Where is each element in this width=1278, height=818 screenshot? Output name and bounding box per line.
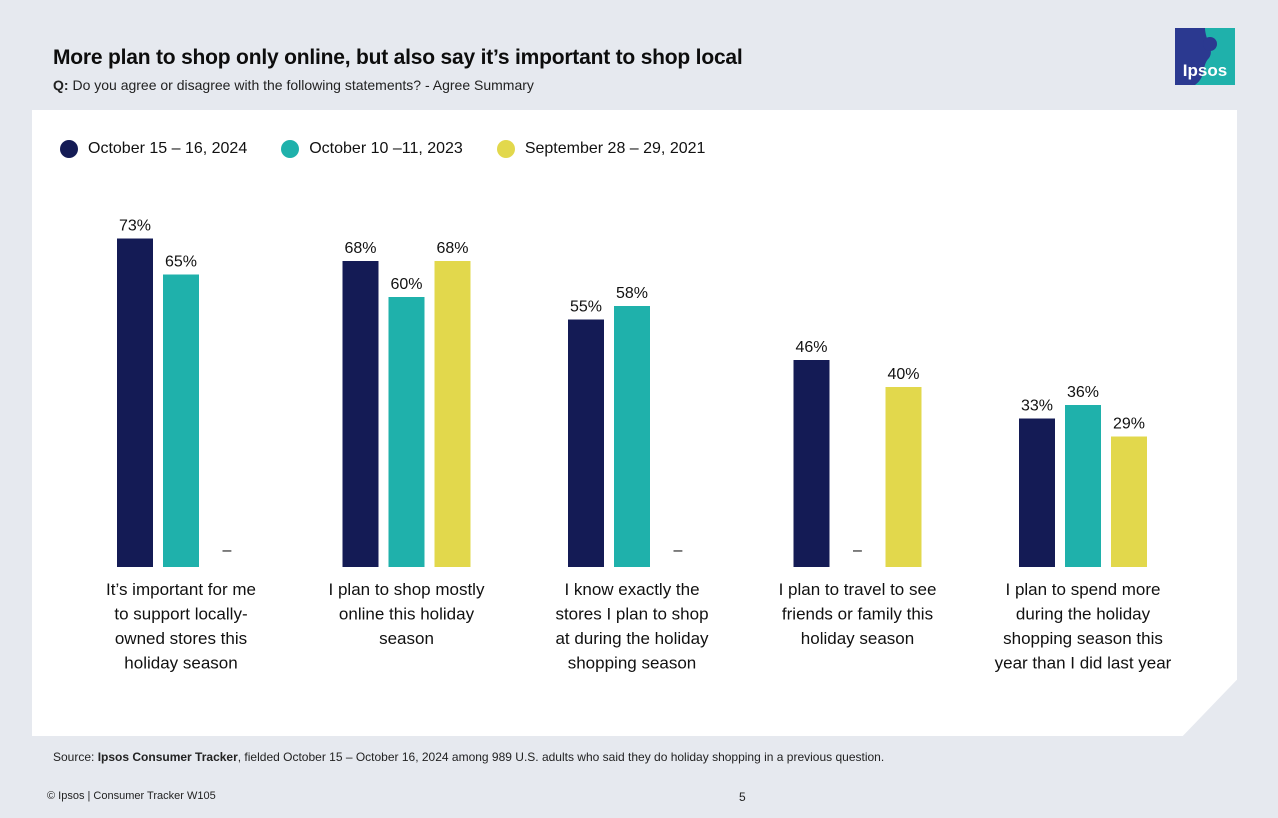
- source-details: , fielded October 15 – October 16, 2024 …: [237, 750, 885, 764]
- legend-item-2023: October 10 –11, 2023: [281, 140, 463, 158]
- logo-text: Ipsos: [1183, 61, 1227, 80]
- logo-head-icon: [1203, 37, 1217, 51]
- page-number: 5: [739, 790, 746, 804]
- legend-item-2024: October 15 – 16, 2024: [60, 140, 247, 158]
- source-note: Source: Ipsos Consumer Tracker, fielded …: [53, 750, 884, 764]
- question-line: Q: Do you agree or disagree with the fol…: [53, 77, 534, 93]
- logo-accent: [1195, 28, 1235, 85]
- source-prefix: Source:: [53, 750, 98, 764]
- legend-item-2021: September 28 – 29, 2021: [496, 140, 706, 158]
- chart-legend: October 15 – 16, 2024 October 10 –11, 20…: [60, 138, 739, 160]
- legend-swatch-2023: [281, 140, 300, 158]
- legend-label-2023: October 10 –11, 2023: [309, 140, 463, 157]
- ipsos-logo: Ipsos: [1175, 28, 1235, 85]
- legend-label-2024: October 15 – 16, 2024: [88, 140, 248, 157]
- copyright: © Ipsos | Consumer Tracker W105: [47, 790, 216, 802]
- question-prefix: Q:: [53, 77, 69, 93]
- legend-label-2021: September 28 – 29, 2021: [524, 140, 706, 157]
- chart-card: [32, 110, 1237, 736]
- legend-swatch-2021: [496, 140, 515, 158]
- source-name: Ipsos Consumer Tracker: [97, 750, 238, 764]
- page-title: More plan to shop only online, but also …: [53, 46, 743, 69]
- question-text: Do you agree or disagree with the follow…: [68, 77, 534, 93]
- legend-swatch-2024: [60, 140, 78, 158]
